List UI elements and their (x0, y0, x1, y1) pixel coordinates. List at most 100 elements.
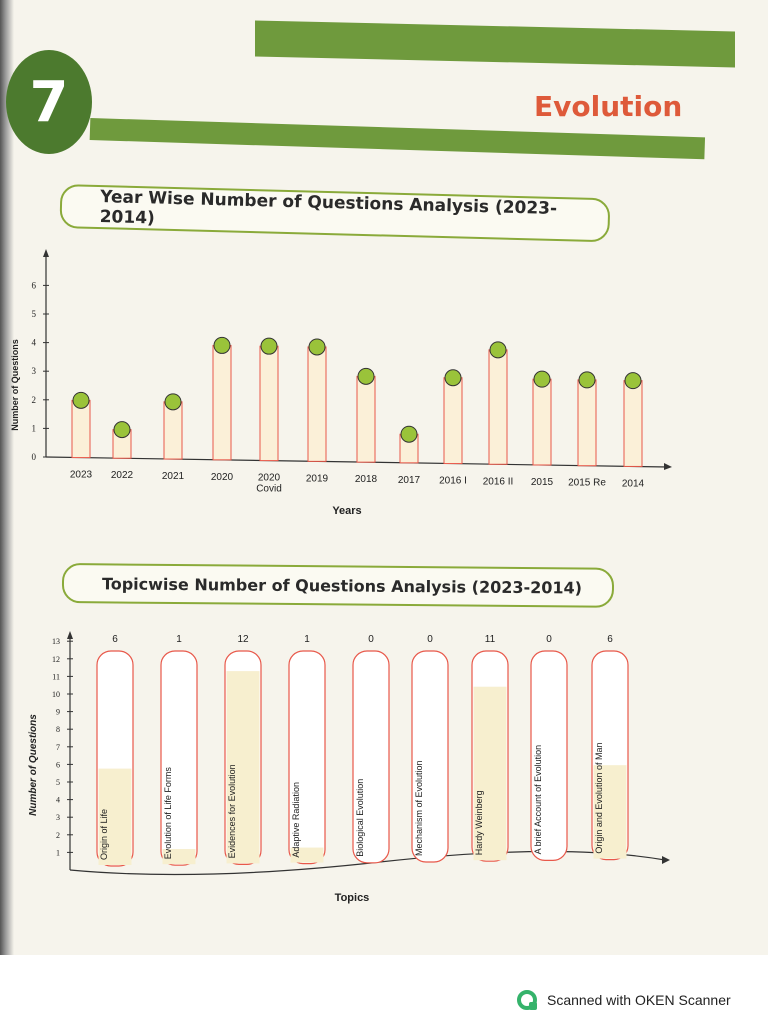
bar (71, 399, 91, 459)
data-label: 6 (607, 634, 613, 645)
y-tick-label: 3 (56, 813, 60, 822)
bar (532, 378, 552, 466)
bar-marker (113, 421, 131, 439)
x-tick-label: 2019 (306, 473, 329, 484)
x-tick-label: 2020 (211, 472, 234, 483)
data-label: 0 (427, 634, 433, 645)
data-label: 0 (368, 634, 374, 645)
y-tick-label: 9 (56, 708, 60, 717)
x-tick-label: 2017 (398, 475, 421, 486)
y-tick-label: 2 (56, 831, 60, 840)
x-tick-label: 2016 II (483, 476, 514, 487)
y-tick-label: 5 (56, 778, 60, 787)
topic-bar-fill (593, 765, 627, 859)
y-tick-label: 6 (56, 760, 60, 769)
x-tick-label: 2023 (70, 470, 93, 481)
topic-bar-tube (288, 650, 326, 865)
bar-marker (444, 369, 462, 387)
header-green-underline (89, 118, 706, 160)
year-chart-title: Year Wise Number of Questions Analysis (… (59, 184, 611, 243)
bar-marker (213, 336, 231, 354)
x-axis-arrow (664, 463, 672, 470)
y-tick-label: 10 (52, 690, 60, 699)
y-axis-arrow (43, 249, 49, 257)
bar (577, 379, 597, 467)
x-tick-label: Hardy Weinberg (474, 790, 484, 855)
bar-marker (400, 425, 418, 443)
x-axis-label: Years (332, 505, 361, 517)
book-page: 7 Evolution Year Wise Number of Question… (0, 0, 768, 955)
bar (443, 377, 463, 465)
bar-marker (489, 341, 507, 359)
y-axis-label: Number of Questions (10, 339, 20, 431)
x-tick-label: Evidences for Evolution (227, 764, 237, 858)
bar-marker (357, 367, 375, 385)
y-axis-label: Number of Questions (28, 714, 39, 816)
bar (259, 345, 279, 462)
bar-marker (624, 372, 642, 390)
y-tick-label: 1 (32, 423, 37, 433)
scanner-text: Scanned with OKEN Scanner (547, 992, 731, 1008)
topic-bar-fill (98, 768, 132, 865)
topic-bar-tube (411, 650, 449, 863)
topic-bar-fill (162, 849, 196, 865)
bar-marker (533, 370, 551, 388)
bar-marker (164, 393, 182, 411)
data-label: 1 (176, 634, 182, 645)
x-tick-label: 2015 (531, 477, 554, 488)
y-tick-label: 11 (52, 672, 60, 681)
topic-chart-title-text: Topicwise Number of Questions Analysis (… (101, 573, 583, 598)
topic-bar-tube (530, 650, 568, 861)
bar-marker (72, 391, 90, 409)
x-tick-label: 2022 (111, 470, 134, 481)
bar-marker (308, 338, 326, 356)
y-tick-label: 12 (52, 655, 60, 664)
scanner-logo-icon (517, 990, 537, 1010)
x-tick-label: Mechanism of Evolution (414, 760, 424, 856)
y-axis-arrow (67, 631, 73, 639)
scanner-watermark: Scanned with OKEN Scanner (517, 990, 731, 1010)
topic-bar-fill (473, 686, 507, 861)
x-tick-label: 2014 (622, 478, 645, 489)
y-tick-label: 7 (56, 743, 60, 752)
bar (356, 375, 376, 463)
data-label: 0 (546, 634, 552, 645)
y-tick-label: 6 (32, 280, 37, 290)
y-tick-label: 0 (32, 452, 37, 462)
x-axis-label: Topics (335, 892, 370, 904)
header-green-bar (255, 20, 735, 68)
x-axis-arrow (662, 856, 670, 864)
x-tick-label: A brief Account of Evolution (533, 745, 543, 855)
x-tick-label: 2021 (162, 471, 185, 482)
y-tick-label: 1 (56, 848, 60, 857)
page-binding-shadow (0, 0, 14, 955)
x-tick-label: Evolution of Life Forms (163, 767, 173, 860)
x-tick-label: Origin and Evolution of Man (594, 743, 604, 854)
x-tick-label: 2016 I (439, 476, 467, 487)
topic-bar-fill (226, 671, 260, 864)
x-tick-label: Biological Evolution (355, 779, 365, 857)
topic-bar-tube (352, 650, 390, 864)
bar-marker (578, 371, 596, 389)
chapter-number-badge: 7 (6, 50, 92, 154)
y-tick-label: 13 (52, 637, 60, 646)
bar (163, 401, 183, 460)
bar (623, 380, 643, 467)
data-label: 11 (485, 634, 496, 645)
bar (212, 344, 232, 461)
topic-bar-tube (160, 650, 198, 866)
x-tick-label: 2020 Covid (256, 473, 282, 495)
topic-chart-title: Topicwise Number of Questions Analysis (… (61, 563, 615, 608)
y-tick-label: 4 (56, 796, 60, 805)
y-tick-label: 8 (56, 725, 60, 734)
data-label: 12 (237, 634, 249, 645)
x-tick-label: Origin of Life (99, 809, 109, 860)
y-tick-label: 2 (32, 395, 37, 405)
bar (307, 346, 327, 462)
data-label: 6 (112, 634, 118, 645)
bar (488, 349, 508, 465)
data-label: 1 (304, 634, 310, 645)
year-chart-title-text: Year Wise Number of Questions Analysis (… (99, 187, 558, 229)
topic-bar-fill (290, 847, 324, 863)
